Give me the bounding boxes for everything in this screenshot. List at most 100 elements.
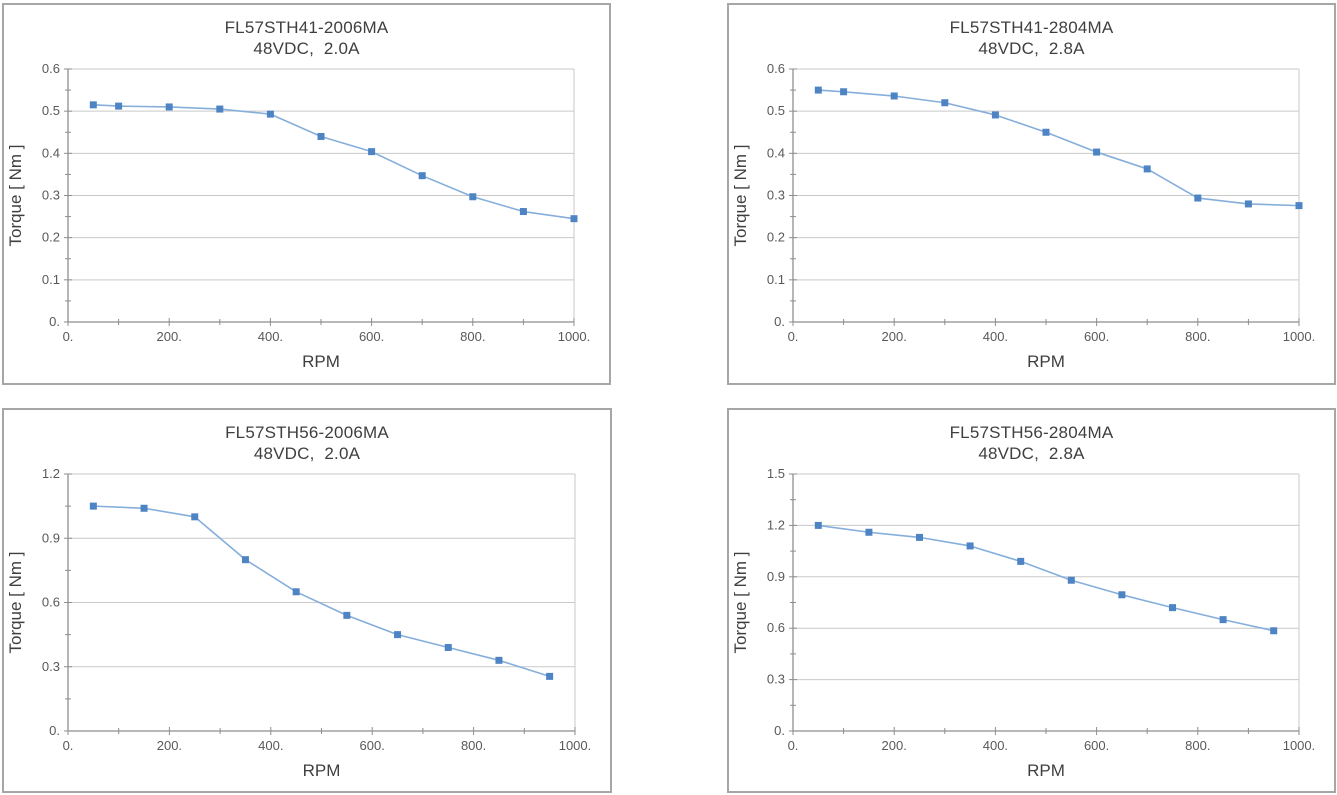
data-point: [570, 215, 578, 223]
data-point: [890, 92, 898, 100]
x-tick-label: 800.: [1185, 329, 1210, 344]
x-tick-label: 200.: [882, 329, 907, 344]
data-point: [1270, 627, 1278, 635]
data-point: [519, 208, 527, 216]
y-tick-label: 0.5: [42, 103, 60, 118]
y-tick-label: 1.2: [767, 517, 785, 532]
y-tick-label: 0.3: [42, 659, 60, 674]
y-axis-label: Torque [ Nm ]: [6, 551, 25, 653]
x-tick-label: 800.: [460, 329, 485, 344]
y-tick-label: 0.9: [767, 569, 785, 584]
data-point: [1244, 200, 1252, 208]
data-point: [814, 521, 822, 529]
x-tick-label: 0.: [63, 738, 74, 753]
chart-subtitle: 48VDC, 2.8A: [978, 39, 1085, 58]
chart-panel-fl57sth41-2006ma: FL57STH41-2006MA 48VDC, 2.0A 0. 0.1 0.2 0.3…: [2, 3, 611, 385]
x-tick-label: 600.: [1084, 738, 1109, 753]
torque-rpm-chart: 0. 0.1 0.2 0.3 0.4 0.5 0.6 0. 200. 400. 600. 800. 10…: [731, 61, 1316, 371]
torque-rpm-chart: 0. 0.3 0.6 0.9 1.2 1.5 0. 200. 400. 600. 800. 1000.…: [731, 466, 1315, 780]
data-point: [469, 193, 477, 201]
y-tick-label: 0.2: [767, 230, 785, 245]
x-tick-label: 1000.: [559, 738, 592, 753]
x-tick-label: 600.: [1084, 329, 1109, 344]
data-point: [115, 102, 123, 110]
x-tick-label: 800.: [461, 738, 486, 753]
data-point: [317, 132, 325, 140]
y-tick-label: 0.2: [42, 230, 60, 245]
x-tick-label: 200.: [157, 329, 182, 344]
data-point: [89, 101, 97, 109]
chart-title: FL57STH56-2006MA: [225, 423, 389, 442]
chart-panel-fl57sth56-2006ma: FL57STH56-2006MA 48VDC, 2.0A 0. 0.3 0.6 0.9…: [2, 408, 612, 793]
x-tick-label: 400.: [983, 329, 1008, 344]
chart-title: FL57STH41-2804MA: [949, 18, 1114, 37]
x-tick-label: 200.: [157, 738, 182, 753]
x-tick-label: 0.: [788, 329, 799, 344]
series-line: [818, 89, 1300, 207]
y-tick-label: 0.4: [767, 145, 785, 160]
y-tick-label: 0.1: [42, 272, 60, 287]
y-axis-label: Torque [ Nm ]: [731, 144, 750, 246]
chart-subtitle: 48VDC, 2.8A: [978, 444, 1085, 463]
data-point: [165, 103, 173, 111]
y-tick-label: 0.3: [42, 188, 60, 203]
x-tick-label: 400.: [983, 738, 1008, 753]
y-tick-label: 0.9: [42, 530, 60, 545]
data-point: [191, 513, 199, 521]
y-tick-label: 0.3: [767, 188, 785, 203]
data-point: [140, 504, 148, 512]
chart-subtitle: 48VDC, 2.0A: [253, 444, 361, 463]
data-point: [89, 502, 97, 510]
data-point: [1194, 194, 1202, 202]
data-point: [1042, 128, 1050, 136]
torque-rpm-chart: 0. 0.1 0.2 0.3 0.4 0.5 0.6 0. 200. 400. 600. 800. 10…: [6, 61, 591, 371]
y-tick-label: 0.3: [767, 672, 785, 687]
series-line: [93, 505, 550, 678]
x-tick-label: 1000.: [558, 329, 591, 344]
data-point: [1143, 165, 1151, 173]
data-point: [916, 533, 923, 541]
series-line: [93, 104, 575, 220]
y-tick-label: 0.6: [42, 61, 60, 76]
y-tick-label: 1.2: [42, 466, 60, 481]
x-tick-label: 600.: [359, 329, 384, 344]
data-point: [1067, 576, 1075, 584]
y-tick-label: 0.5: [767, 103, 785, 118]
data-point: [840, 88, 848, 96]
y-tick-label: 0.: [774, 723, 785, 738]
data-point: [418, 172, 426, 180]
chart-panel-fl57sth56-2804ma: FL57STH56-2804MA 48VDC, 2.8A 0. 0.3 0.6 0.9…: [727, 408, 1336, 793]
chart-subtitle: 48VDC, 2.0A: [253, 39, 360, 58]
chart-title: FL57STH56-2804MA: [949, 423, 1114, 442]
x-tick-label: 0.: [788, 738, 799, 753]
chart-title: FL57STH41-2006MA: [224, 18, 389, 37]
data-point: [444, 643, 452, 651]
y-tick-label: 1.5: [767, 466, 785, 481]
data-point: [266, 110, 274, 118]
data-point: [1219, 616, 1227, 624]
x-tick-label: 800.: [1185, 738, 1210, 753]
y-tick-label: 0.6: [767, 61, 785, 76]
data-point: [368, 148, 376, 156]
x-tick-label: 600.: [360, 738, 385, 753]
data-point: [1169, 604, 1176, 612]
data-point: [966, 542, 974, 550]
data-point: [292, 588, 300, 596]
data-point: [865, 528, 873, 536]
x-axis-label: RPM: [1027, 352, 1065, 371]
y-tick-label: 0.: [774, 314, 785, 329]
x-axis-label: RPM: [302, 352, 340, 371]
data-point: [1093, 148, 1101, 156]
y-axis-label: Torque [ Nm ]: [731, 551, 750, 653]
x-axis-label: RPM: [303, 761, 341, 780]
data-point: [1017, 557, 1025, 565]
data-point: [216, 105, 224, 113]
data-point: [546, 672, 554, 680]
x-tick-label: 1000.: [1283, 329, 1316, 344]
y-tick-label: 0.4: [42, 145, 60, 160]
series-line: [818, 524, 1274, 632]
y-tick-label: 0.: [49, 723, 60, 738]
data-point: [941, 99, 949, 107]
data-point: [241, 556, 249, 564]
